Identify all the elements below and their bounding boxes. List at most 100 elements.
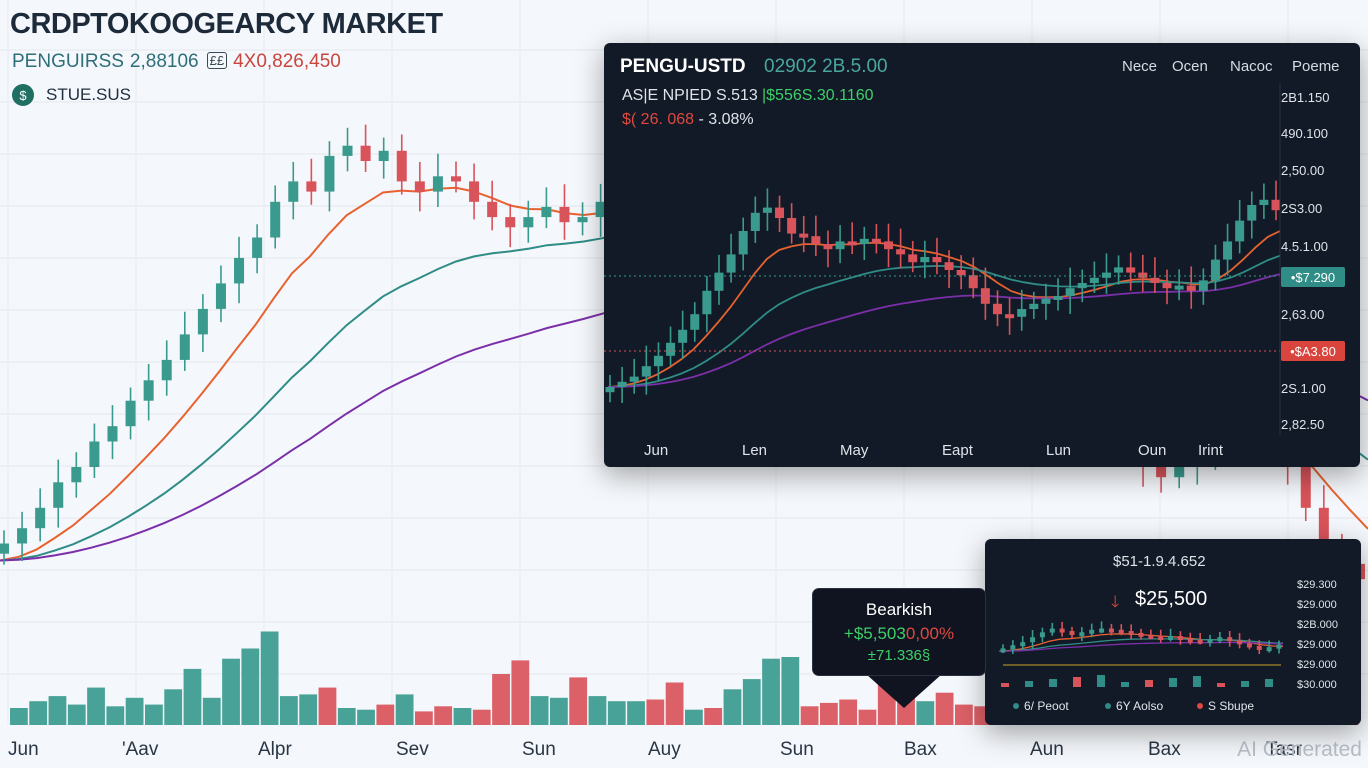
candle [1256, 640, 1262, 654]
candle-body [35, 507, 46, 529]
volume-bar [550, 697, 568, 725]
candle-body [1235, 220, 1245, 242]
candle-body [0, 543, 9, 554]
candle-body [1198, 280, 1208, 291]
candle-body [1079, 632, 1085, 637]
candle-body [750, 212, 760, 231]
mini-header: $51-1.9.4.652 [1113, 553, 1206, 570]
detail-chart-panel[interactable]: PENGU-USTD 02902 2B.5.00 Nece Ocen Nacoc… [604, 43, 1360, 467]
volume-bar [492, 674, 510, 725]
candle [871, 223, 881, 254]
candle-body [690, 314, 700, 330]
candle-body [432, 176, 443, 192]
mini-chart-panel[interactable]: $51-1.9.4.652 🡓 $25,500 $29.300 $29.000 $2… [985, 539, 1361, 725]
x-tick-label: Oun [1138, 442, 1167, 459]
candle-body [107, 426, 118, 442]
candle-body [1300, 467, 1311, 508]
candle [1187, 632, 1193, 645]
candle [1168, 628, 1174, 642]
candle [884, 223, 894, 268]
volume-bar [164, 689, 183, 725]
candle-body [487, 201, 498, 218]
volume-bar [395, 694, 414, 725]
candle [1041, 283, 1051, 320]
candle [629, 358, 639, 394]
candle-body [53, 482, 64, 508]
candle [1217, 632, 1223, 644]
candle [288, 161, 299, 220]
candle-body [1077, 283, 1087, 289]
candle-body [1187, 638, 1193, 643]
candle [595, 183, 606, 237]
candle-body [288, 181, 299, 202]
volume-bar [1169, 678, 1177, 687]
candle-body [1168, 636, 1174, 640]
ticker-pair: PENGUIRSS [12, 51, 124, 72]
candle [1017, 289, 1027, 331]
tab-poeme[interactable]: Poeme [1292, 58, 1340, 75]
x-tick-label: Alpr [258, 739, 292, 760]
moving-averages [607, 230, 1281, 388]
tooltip-title: Bearkish [865, 600, 933, 619]
candle-body [179, 334, 190, 360]
candle-body [161, 359, 172, 381]
candle [714, 254, 724, 305]
candle-body [666, 342, 676, 356]
y-tick-label: $29.000 [1297, 659, 1337, 671]
candle-body [980, 288, 990, 304]
candle-body [908, 254, 918, 263]
candle-body [1246, 643, 1252, 648]
candle [1029, 291, 1039, 319]
candle [1138, 254, 1148, 292]
currency-badge[interactable]: ££ [206, 52, 228, 69]
y-tick-label: 490.100 [1281, 126, 1328, 141]
volume-bar [357, 709, 375, 725]
candle [559, 184, 570, 240]
tab-ocen[interactable]: Ocen [1172, 58, 1208, 75]
candle-body [414, 181, 425, 192]
candle-body [1271, 199, 1281, 211]
candle [35, 488, 46, 542]
candle-body [738, 231, 748, 255]
candle [896, 228, 906, 269]
candle [1010, 640, 1016, 654]
candle-body [1217, 637, 1223, 642]
candle [414, 161, 425, 212]
candle [1065, 267, 1075, 314]
candle-body [884, 241, 894, 250]
candle-body [1099, 628, 1105, 633]
candle [690, 302, 700, 342]
candle-body [968, 275, 978, 289]
candle [360, 124, 371, 172]
volume-bar [106, 706, 125, 725]
candle-body [1089, 629, 1095, 634]
candle [1077, 269, 1087, 303]
candle-body [835, 241, 845, 250]
volume-bar [48, 696, 67, 725]
candle-body [1186, 285, 1196, 291]
candle [666, 326, 676, 366]
candle [1198, 268, 1208, 305]
tab-nece[interactable]: Nece [1122, 58, 1158, 75]
candle [1148, 629, 1154, 640]
tab-nacoc[interactable]: Nacoc [1230, 58, 1273, 75]
tooltip-volume: ±71.336§ [867, 647, 931, 664]
volume-bar [260, 631, 279, 725]
candle [487, 180, 498, 231]
volume-bar [588, 696, 607, 725]
candle [1276, 640, 1282, 654]
candle [505, 203, 516, 248]
candle-body [595, 201, 606, 218]
volume-bar [665, 682, 684, 725]
candle-body [577, 217, 588, 223]
detail-chart-plot [604, 83, 1281, 435]
change-percent: - 3.08% [698, 111, 754, 128]
candle [1247, 191, 1257, 239]
volume-bar [87, 687, 105, 725]
candle-body [1053, 296, 1063, 300]
candle-body [871, 238, 881, 243]
mini-chart-plot [998, 621, 1284, 687]
candle-body [1029, 303, 1039, 309]
volume-bar [1265, 679, 1273, 687]
candle [1210, 244, 1220, 291]
